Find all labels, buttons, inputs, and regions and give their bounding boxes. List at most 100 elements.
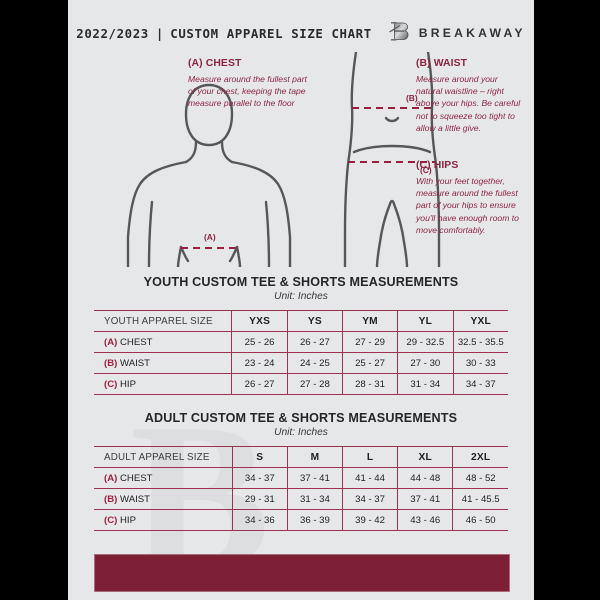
youth-r2-c3: 31 - 34 [397,373,454,395]
waist-marker-label: (B) [406,93,418,103]
table-row: (A) CHEST 25 - 26 26 - 27 27 - 29 29 - 3… [94,331,508,353]
adult-section-title: ADULT CUSTOM TEE & SHORTS MEASUREMENTS [144,411,458,425]
crotch-detail [388,199,396,206]
table-header-row: YOUTH APPAREL SIZE YXS YS YM YL YXL [94,310,508,332]
document-header: 2022/2023 | CUSTOM APPAREL SIZE CHART BR… [68,18,534,48]
table-row: (B) WAIST 29 - 31 31 - 34 34 - 37 37 - 4… [94,488,508,510]
breakaway-b-logo-icon [388,22,409,41]
adult-r1-c3: 37 - 41 [397,488,454,510]
right-shoulder-arm [230,160,292,267]
left-shoulder-arm [126,160,188,267]
youth-r0-c0: 25 - 26 [231,331,288,353]
adult-size-table: ADULT APPAREL SIZE S M L XL 2XL (A) CHES… [94,446,508,531]
adult-row-0-name: CHEST [120,472,153,484]
youth-section-title: YOUTH CUSTOM TEE & SHORTS MEASUREMENTS [143,275,459,289]
youth-r1-c1: 24 - 25 [287,352,343,374]
chest-description-body: Measure around the fullest part of your … [188,74,307,109]
adult-row-1-label: (B) WAIST [94,488,233,510]
youth-col-3: YL [397,310,454,332]
adult-r0-c0: 34 - 37 [232,467,288,489]
youth-row-0-code: (A) [104,336,118,348]
body-figures-illustration [126,52,441,267]
adult-row-2-code: (C) [104,514,118,526]
youth-r1-c0: 23 - 24 [231,352,288,374]
youth-size-table: YOUTH APPAREL SIZE YXS YS YM YL YXL (A) … [94,310,508,395]
chest-marker-label: (A) [204,232,216,242]
neck-left [184,140,198,164]
youth-row-1-name: WAIST [120,357,151,369]
adult-col-0: S [232,446,288,468]
adult-r0-c3: 44 - 48 [397,467,454,489]
adult-r1-c0: 29 - 31 [232,488,288,510]
chest-right-contour [235,245,242,267]
adult-row-0-code: (A) [104,472,118,484]
hip-right-outline [426,52,441,267]
head-outline [184,83,234,147]
adult-row-0-label: (A) CHEST [94,467,233,489]
footer-bar [94,554,510,592]
chest-description-title: (A) CHEST [188,58,242,69]
youth-col-4: YXL [453,310,508,332]
table-row: (C) HIP 34 - 36 36 - 39 39 - 42 43 - 46 … [94,509,508,531]
table-row: (C) HIP 26 - 27 27 - 28 28 - 31 31 - 34 … [94,373,508,395]
youth-section-unit: Unit: Inches [274,291,328,302]
youth-r1-c2: 25 - 27 [342,352,399,374]
waist-description-title: (B) WAIST [416,58,468,69]
header-title: CUSTOM APPAREL SIZE CHART [170,25,372,41]
hips-marker-label: (C) [420,165,432,175]
torso-right-side [264,200,271,267]
youth-row-0-label: (A) CHEST [94,331,233,353]
brand-name: BREAKAWAY [418,26,526,40]
youth-r1-c4: 30 - 33 [453,352,508,374]
neck-right [220,140,234,164]
chest-description-block: (A) CHEST Measure around the fullest par… [188,58,308,110]
youth-r1-c3: 27 - 30 [397,352,454,374]
adult-col-2: L [342,446,399,468]
inner-leg-right [392,202,409,267]
youth-row-1-code: (B) [104,357,118,369]
youth-col-1: YS [287,310,343,332]
hips-description-block: (C) HIPS With your feet together, measur… [416,160,524,236]
adult-r2-c0: 34 - 36 [232,509,288,531]
adult-r2-c1: 36 - 39 [287,509,343,531]
hip-left-outline [343,52,358,267]
hips-description-body: With your feet together, measure around … [416,176,519,235]
adult-size-label: ADULT APPAREL SIZE [94,446,233,468]
adult-r1-c1: 31 - 34 [287,488,343,510]
waist-description-body: Measure around your natural waistline – … [416,74,521,133]
table-row: (A) CHEST 34 - 37 37 - 41 41 - 44 44 - 4… [94,467,508,489]
adult-r0-c1: 37 - 41 [287,467,343,489]
inner-leg-left [375,202,392,267]
adult-col-1: M [287,446,343,468]
adult-row-1-name: WAIST [120,493,151,505]
youth-row-2-code: (C) [104,378,118,390]
youth-col-2: YM [342,310,399,332]
table-header-row: ADULT APPAREL SIZE S M L XL 2XL [94,446,508,468]
youth-r0-c3: 29 - 32.5 [397,331,454,353]
measurement-diagram: (A) (B) (C) (A) CHEST Measure around the… [68,52,534,267]
adult-r1-c4: 41 - 45.5 [452,488,508,510]
youth-r0-c1: 26 - 27 [287,331,343,353]
hips-description-title: (C) HIPS [416,160,459,171]
adult-r1-c2: 34 - 37 [342,488,399,510]
adult-col-4: 2XL [452,446,508,468]
adult-row-2-name: HIP [120,514,136,526]
waist-description-block: (B) WAIST Measure around your natural wa… [416,58,524,134]
adult-r0-c4: 48 - 52 [452,467,508,489]
table-row: (B) WAIST 23 - 24 24 - 25 25 - 27 27 - 3… [94,352,508,374]
youth-row-2-name: HIP [120,378,136,390]
hip-curve [352,144,432,154]
adult-col-3: XL [397,446,454,468]
youth-row-2-label: (C) HIP [94,373,233,395]
header-separator: | [155,25,164,41]
navel [384,116,400,123]
adult-r0-c2: 41 - 44 [342,467,399,489]
adult-r2-c3: 43 - 46 [397,509,454,531]
youth-row-0-name: CHEST [120,336,153,348]
header-year: 2022/2023 [76,25,149,41]
youth-r2-c4: 34 - 37 [453,373,508,395]
youth-size-label: YOUTH APPAREL SIZE [94,310,233,332]
brand-lockup: BREAKAWAY [388,20,526,46]
youth-r2-c1: 27 - 28 [287,373,343,395]
chest-left-contour [176,245,183,267]
